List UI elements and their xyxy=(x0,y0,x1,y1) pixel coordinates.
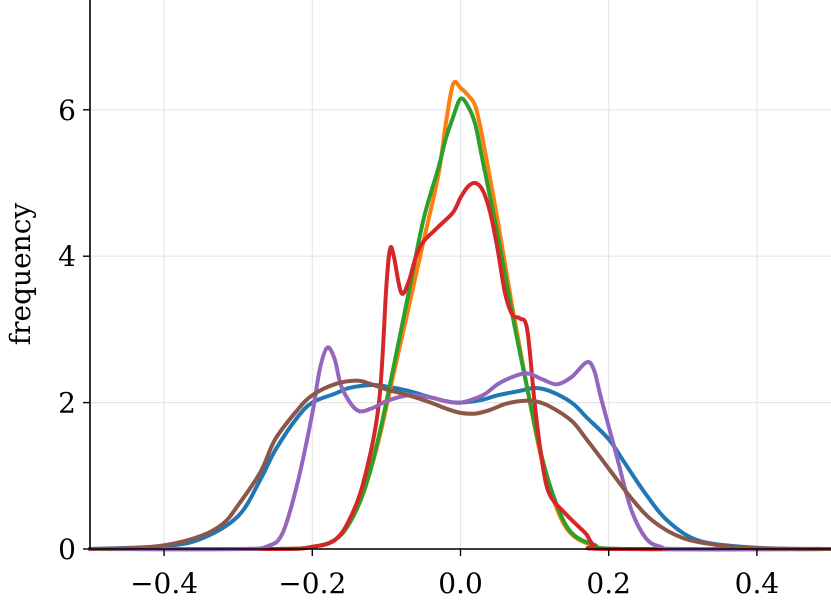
y-tick-label: 6 xyxy=(58,94,76,127)
x-tick-label: 0.0 xyxy=(438,567,483,600)
x-tick-label: −0.2 xyxy=(278,567,346,600)
series-line-4 xyxy=(88,180,831,552)
tick-labels: −0.4 −0.2 0.0 0.2 0.4 0 2 4 6 xyxy=(58,94,779,600)
y-tick-label: 2 xyxy=(58,387,76,420)
y-tick-label: 4 xyxy=(58,240,76,273)
series-line-5 xyxy=(88,345,831,552)
series-line-6 xyxy=(88,378,831,551)
x-tick-label: 0.4 xyxy=(735,567,780,600)
grid xyxy=(90,0,831,550)
x-tick-label: −0.4 xyxy=(130,567,198,600)
y-axis-label: frequency xyxy=(4,203,37,346)
y-tick-label: 0 xyxy=(58,533,76,566)
x-tick-label: 0.2 xyxy=(586,567,631,600)
series-lines xyxy=(88,79,831,552)
